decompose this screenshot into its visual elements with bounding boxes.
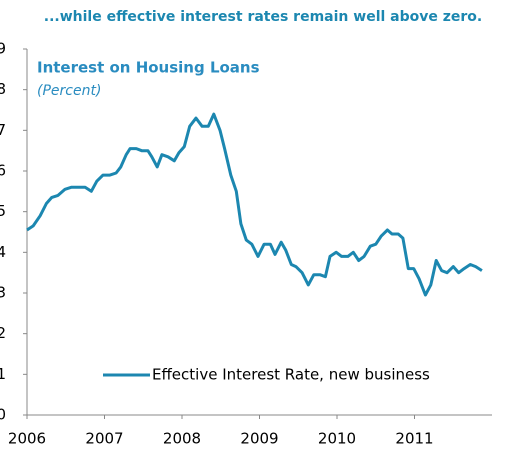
y-tick-label: 8 [0, 80, 6, 98]
y-tick-label: 5 [0, 202, 6, 220]
chart-title: Interest on Housing Loans [37, 59, 260, 77]
x-tick-label: 2007 [85, 430, 123, 448]
y-tick-label: 6 [0, 162, 6, 180]
y-tick-label: 4 [0, 243, 6, 261]
x-tick-label: 2006 [8, 430, 46, 448]
chart-subtitle: (Percent) [37, 83, 101, 99]
y-tick-label: 1 [0, 365, 6, 383]
y-tick-label: 2 [0, 324, 6, 342]
x-tick-label: 2008 [163, 430, 201, 448]
legend-label: Effective Interest Rate, new business [152, 366, 430, 384]
header: ...while effective interest rates remain… [44, 9, 482, 25]
y-tick-label: 3 [0, 284, 6, 302]
x-tick-label: 2011 [395, 430, 433, 448]
x-tick-label: 2010 [318, 430, 356, 448]
y-tick-label: 0 [0, 406, 6, 424]
y-tick-label: 9 [0, 40, 6, 58]
x-tick-label: 2009 [240, 430, 278, 448]
series-line [26, 112, 483, 297]
y-tick-label: 7 [0, 121, 6, 139]
